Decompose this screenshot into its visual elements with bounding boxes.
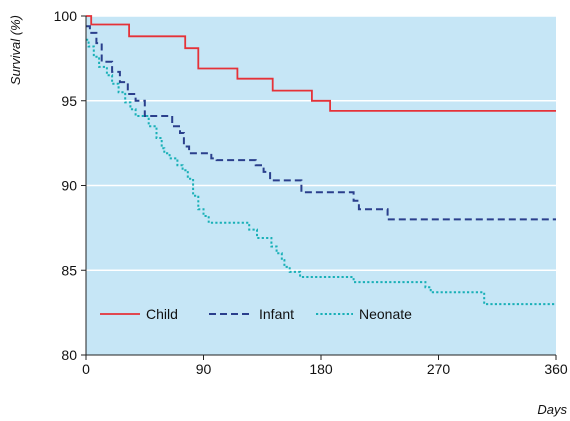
x-tick-label-180: 180 xyxy=(309,361,333,377)
x-tick-label-360: 360 xyxy=(544,361,568,377)
axis-tick-labels: 0 90 180 270 360 80 85 90 95 100 xyxy=(54,8,568,377)
y-tick-label-85: 85 xyxy=(61,262,77,278)
series-line-infant xyxy=(86,25,556,221)
x-tick-label-90: 90 xyxy=(196,361,212,377)
y-tick-label-95: 95 xyxy=(61,93,77,109)
legend-label-neonate: Neonate xyxy=(359,306,412,322)
series-lines xyxy=(86,15,556,306)
legend-label-child: Child xyxy=(146,306,178,322)
legend: Child Infant Neonate xyxy=(100,306,412,322)
series-line-neonate xyxy=(86,38,556,306)
y-axis-title: Survival (%) xyxy=(8,15,23,85)
x-tick-label-0: 0 xyxy=(82,361,90,377)
y-tick-label-100: 100 xyxy=(54,8,78,24)
y-tick-label-80: 80 xyxy=(61,347,77,363)
legend-label-infant: Infant xyxy=(259,306,294,322)
x-axis-title: Days xyxy=(537,402,567,417)
y-tick-label-90: 90 xyxy=(61,178,77,194)
series-line-child xyxy=(86,15,556,112)
x-tick-label-270: 270 xyxy=(427,361,451,377)
